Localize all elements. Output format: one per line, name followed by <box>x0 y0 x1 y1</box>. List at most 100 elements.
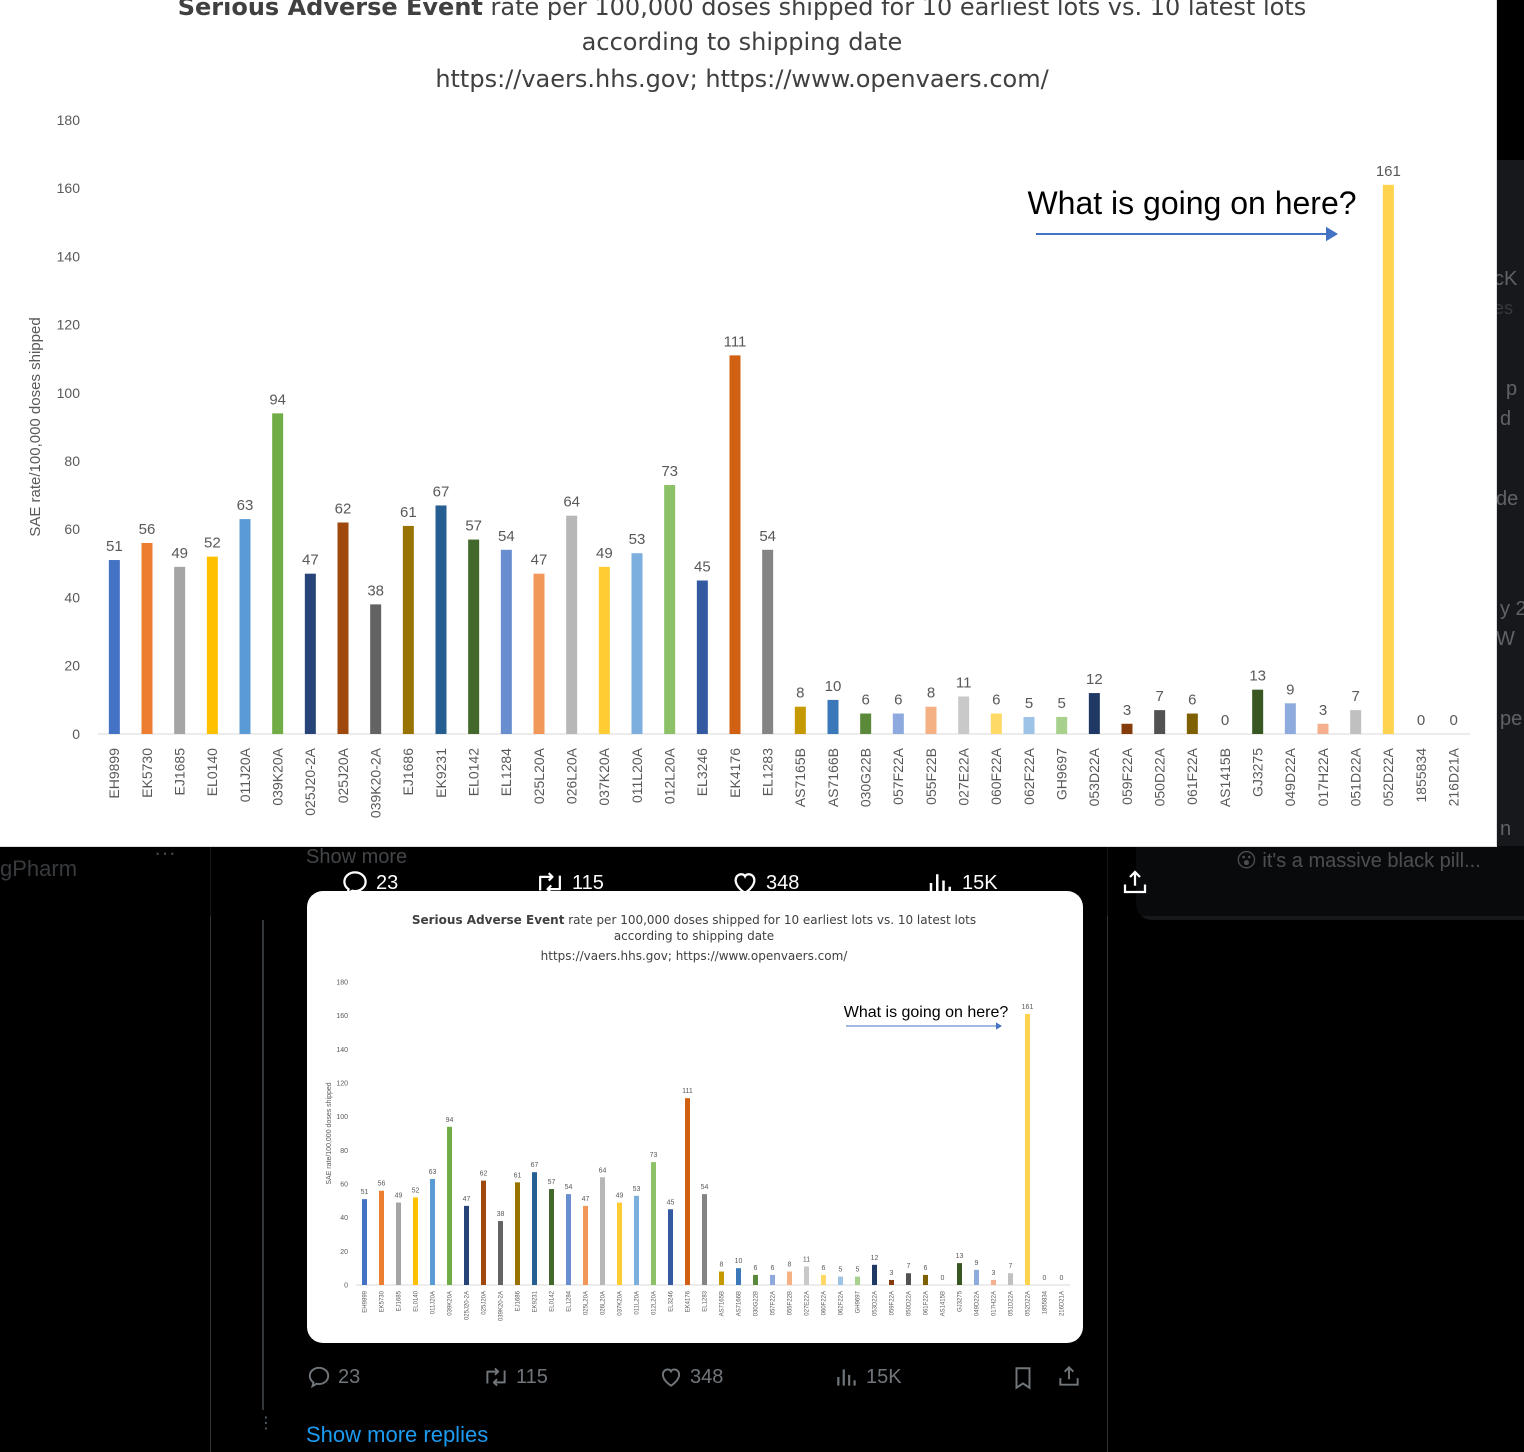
annotation-text: What is going on here? <box>844 1004 1009 1021</box>
sidebar-fragment: W <box>1496 628 1515 650</box>
data-label: 6 <box>992 692 1000 709</box>
category-label: EL1284 <box>567 1290 573 1311</box>
bar <box>1350 710 1362 734</box>
sidebar-fragment: pe <box>1500 708 1523 730</box>
data-label: 11 <box>956 674 972 691</box>
category-label: 059F22A <box>1119 747 1135 804</box>
chart-subtitle: according to shipping date <box>614 929 774 943</box>
data-label: 57 <box>548 1179 556 1186</box>
share-button[interactable] <box>1120 866 1150 898</box>
bar <box>770 1274 775 1285</box>
data-label: 8 <box>788 1262 792 1269</box>
bar <box>651 1162 656 1285</box>
views-button[interactable]: 15K <box>834 1364 902 1390</box>
bar <box>498 1221 503 1285</box>
sidebar-fragment: cK <box>1494 268 1518 290</box>
category-label: 027E22A <box>956 747 972 805</box>
bar <box>1088 693 1100 734</box>
bar <box>379 1190 384 1285</box>
category-label: 051D22A <box>1009 1291 1015 1316</box>
show-more-link[interactable]: Show more <box>306 846 408 868</box>
category-label: 053D22A <box>873 1291 879 1316</box>
category-label: EK4176 <box>727 748 743 798</box>
category-label: AS1415B <box>941 1291 947 1316</box>
category-label: 011J20A <box>431 1291 437 1314</box>
y-tick-label: 0 <box>344 1282 348 1289</box>
bar <box>362 1199 367 1285</box>
data-label: 62 <box>335 501 352 518</box>
reply-button[interactable]: 23 <box>306 1364 360 1390</box>
show-more-replies-link[interactable]: Show more replies <box>306 1422 489 1447</box>
bar <box>1252 689 1264 734</box>
share-button[interactable] <box>1056 1362 1082 1390</box>
category-label: 011L20A <box>635 1291 641 1315</box>
bar <box>566 515 578 734</box>
y-tick-label: 80 <box>340 1148 348 1155</box>
bar <box>413 1197 418 1285</box>
like-button[interactable]: 348 <box>730 868 799 898</box>
annotation-arrowhead <box>996 1022 1002 1030</box>
thread-connector <box>262 920 264 1410</box>
category-label: 037K20A <box>596 747 612 805</box>
views-button[interactable]: 15K <box>926 868 998 898</box>
bar <box>600 1177 605 1285</box>
chart-title: Serious Adverse Event rate per 100,000 d… <box>178 0 1307 21</box>
data-label: 57 <box>465 518 482 535</box>
category-label: EJ1686 <box>516 1290 522 1311</box>
data-label: 7 <box>1155 688 1163 705</box>
like-button[interactable]: 348 <box>658 1364 723 1390</box>
account-name-fragment: gPharm <box>0 856 78 881</box>
data-label: 51 <box>106 538 123 555</box>
category-label: 025J20-2A <box>465 1291 471 1320</box>
data-label: 61 <box>514 1172 522 1179</box>
chart-subtitle: according to shipping date <box>582 28 903 56</box>
reply-count: 23 <box>376 871 399 894</box>
category-label: 026L20A <box>564 747 580 804</box>
data-label: 64 <box>599 1167 607 1174</box>
bar <box>872 1264 877 1285</box>
data-label: 13 <box>1249 668 1266 685</box>
bar <box>892 713 904 734</box>
y-tick-label: 140 <box>336 1047 348 1054</box>
data-label: 9 <box>1286 681 1294 698</box>
expanded-chart-image[interactable]: Serious Adverse Event rate per 100,000 d… <box>0 0 1496 846</box>
chart-title: Serious Adverse Event rate per 100,000 d… <box>412 913 976 927</box>
bar <box>696 580 708 734</box>
bar <box>598 566 610 734</box>
data-label: 64 <box>563 494 580 511</box>
bar <box>990 713 1002 734</box>
repost-button[interactable]: 115 <box>482 1364 548 1390</box>
data-label: 49 <box>616 1193 624 1200</box>
data-label: 54 <box>498 528 515 545</box>
repost-button[interactable]: 115 <box>534 868 604 898</box>
category-label: EL0140 <box>204 748 220 796</box>
category-label: 030G22B <box>754 1291 760 1316</box>
data-label: 7 <box>1351 688 1359 705</box>
bar <box>925 706 937 734</box>
bar <box>396 1202 401 1285</box>
bar <box>664 484 676 734</box>
bookmark-button[interactable] <box>1010 1364 1036 1392</box>
data-label: 0 <box>1221 712 1229 729</box>
more-options-icon[interactable]: ··· <box>154 840 176 865</box>
y-tick-label: 20 <box>64 658 80 674</box>
y-tick-label: 120 <box>57 317 81 333</box>
bar <box>1025 1013 1030 1285</box>
data-label: 54 <box>759 528 776 545</box>
category-label: 011L20A <box>629 747 645 803</box>
bar <box>174 566 186 734</box>
bar <box>668 1209 673 1285</box>
data-label: 8 <box>720 1262 724 1269</box>
category-label: EL0140 <box>414 1290 420 1311</box>
reply-button[interactable]: 23 <box>340 868 398 898</box>
bar <box>804 1266 809 1285</box>
bar <box>821 1274 826 1285</box>
tweet-chart-image[interactable]: Serious Adverse Event rate per 100,000 d… <box>307 891 1083 1343</box>
category-label: 1855834 <box>1043 1290 1049 1314</box>
category-label: AS7166B <box>737 1291 743 1316</box>
category-label: EL3246 <box>669 1290 675 1311</box>
category-label: EL1283 <box>703 1290 709 1311</box>
category-label: AS7165B <box>792 748 808 807</box>
category-label: 017H22A <box>992 1291 998 1316</box>
category-label: GH9697 <box>856 1290 862 1313</box>
